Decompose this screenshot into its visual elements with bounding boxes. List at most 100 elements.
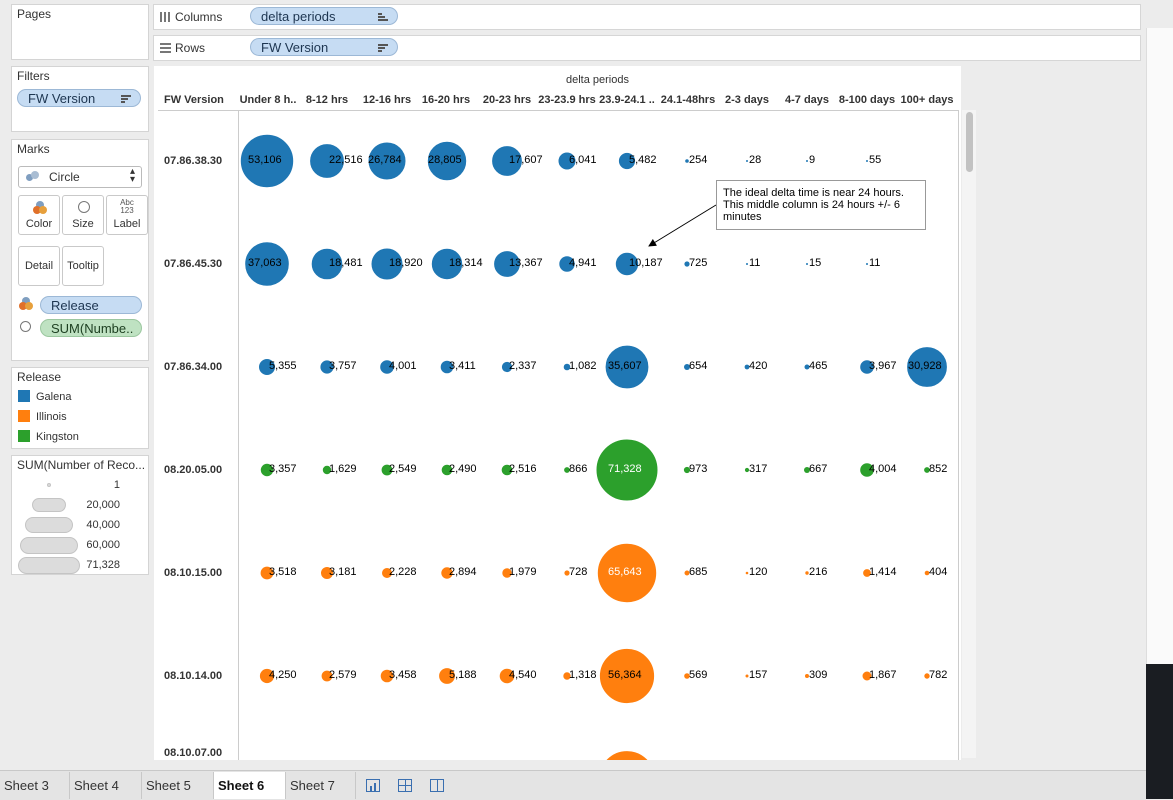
- marks-title: Marks: [17, 142, 50, 156]
- data-label: 1,318: [569, 669, 597, 681]
- column-header[interactable]: 8-12 hrs: [305, 94, 349, 106]
- sheet-tab[interactable]: Sheet 4: [70, 772, 142, 799]
- plot-right-border: [958, 110, 959, 760]
- sheet-tab[interactable]: Sheet 7: [286, 772, 356, 799]
- filter-pill-label: FW Version: [28, 91, 96, 106]
- data-label: 973: [689, 463, 708, 475]
- row-header[interactable]: 08.20.05.00: [164, 464, 223, 476]
- size-field-pill[interactable]: SUM(Numbe..: [40, 319, 142, 337]
- size-button[interactable]: Size: [62, 195, 104, 235]
- filters-card[interactable]: Filters FW Version: [11, 66, 149, 132]
- tab-bar: [0, 770, 1146, 800]
- column-header[interactable]: Under 8 h..: [239, 94, 297, 106]
- color-button[interactable]: Color: [18, 195, 60, 235]
- marks-card[interactable]: Marks Circle ▴ ▾ Color Size Abc 123 Label…: [11, 139, 149, 361]
- detail-button[interactable]: Detail: [18, 246, 60, 286]
- data-label: 216: [809, 566, 828, 578]
- row-header[interactable]: 08.10.14.00: [164, 670, 223, 682]
- mark-type-dropdown[interactable]: Circle ▴ ▾: [18, 166, 142, 188]
- data-label: 4,250: [269, 669, 297, 681]
- release-legend[interactable]: Release Galena Illinois Kingston: [11, 367, 149, 449]
- row-header[interactable]: 08.10.07.00: [164, 747, 223, 759]
- sheet-tab[interactable]: Sheet 6: [214, 772, 286, 799]
- columns-shelf[interactable]: Columns delta periods: [153, 4, 1141, 30]
- row-header[interactable]: 08.10.15.00: [164, 567, 223, 579]
- data-label: 5,355: [269, 360, 297, 372]
- row-header[interactable]: 07.86.34.00: [164, 361, 223, 373]
- vertical-scrollbar[interactable]: [962, 110, 976, 758]
- color-field-pill[interactable]: Release: [40, 296, 142, 314]
- columns-pill-label: delta periods: [261, 9, 336, 24]
- mark-type-label: Circle: [49, 170, 80, 184]
- column-header[interactable]: 8-100 days: [838, 94, 896, 106]
- data-label: 11: [749, 257, 761, 269]
- color-field-label: Release: [51, 298, 99, 313]
- column-header[interactable]: 20-23 hrs: [482, 94, 532, 106]
- rows-pill-fw-version[interactable]: FW Version: [250, 38, 398, 56]
- size-legend-label: 71,328: [86, 559, 120, 571]
- sheet-tab[interactable]: Sheet 5: [142, 772, 214, 799]
- data-label: 55: [869, 154, 882, 166]
- new-dashboard-icon[interactable]: [398, 779, 412, 792]
- pages-title: Pages: [17, 7, 52, 21]
- row-header[interactable]: 07.86.38.30: [164, 155, 223, 167]
- legend-swatch: [18, 390, 30, 402]
- sheet-tab[interactable]: Sheet 3: [0, 772, 70, 799]
- column-header[interactable]: 12-16 hrs: [362, 94, 412, 106]
- size-legend-shape: [47, 483, 51, 487]
- size-legend-label: 60,000: [86, 539, 120, 551]
- label-button[interactable]: Abc 123 Label: [106, 195, 148, 235]
- data-label: 2,579: [329, 669, 357, 681]
- data-label: 667: [809, 463, 828, 475]
- legend-item[interactable]: Illinois: [18, 410, 67, 423]
- data-label: 120: [749, 566, 768, 578]
- pages-card[interactable]: Pages: [11, 4, 149, 60]
- rows-shelf[interactable]: Rows FW Version: [153, 35, 1141, 61]
- row-header-title: FW Version: [164, 94, 224, 106]
- data-label: 728: [569, 566, 588, 578]
- filter-pill-fw-version[interactable]: FW Version: [17, 89, 141, 107]
- columns-label-text: Columns: [175, 10, 223, 24]
- annotation-box[interactable]: The ideal delta time is near 24 hours. T…: [716, 180, 926, 230]
- data-label: 3,518: [269, 566, 297, 578]
- size-legend-shape: [32, 498, 66, 512]
- size-field-label: SUM(Numbe..: [51, 321, 134, 336]
- column-header[interactable]: 100+ days: [900, 94, 954, 106]
- new-worksheet-icon[interactable]: [366, 779, 380, 792]
- viz-area[interactable]: [154, 66, 961, 760]
- color-field-icon: [19, 297, 33, 311]
- columns-pill-delta-periods[interactable]: delta periods: [250, 7, 398, 25]
- column-header[interactable]: 2-3 days: [724, 94, 770, 106]
- column-header[interactable]: 23.9-24.1 ..: [599, 94, 655, 106]
- data-label: 404: [929, 566, 948, 578]
- data-label: 26,784: [368, 154, 402, 166]
- legend-item[interactable]: Kingston: [18, 430, 79, 443]
- column-header[interactable]: 16-20 hrs: [421, 94, 471, 106]
- rows-shelf-label: Rows: [160, 41, 205, 55]
- data-label: 569: [689, 669, 708, 681]
- scrollbar-thumb[interactable]: [966, 112, 973, 172]
- column-header[interactable]: 24.1-48hrs: [660, 94, 716, 106]
- data-label: 1,867: [869, 669, 897, 681]
- data-label: 15: [809, 257, 822, 269]
- data-label: 28,805: [428, 154, 462, 166]
- data-label: 309: [809, 669, 828, 681]
- column-header[interactable]: 23-23.9 hrs: [538, 94, 596, 106]
- new-story-icon[interactable]: [430, 779, 444, 792]
- tooltip-button-label: Tooltip: [67, 260, 99, 272]
- data-label: 1,979: [509, 566, 537, 578]
- tooltip-button[interactable]: Tooltip: [62, 246, 104, 286]
- size-legend[interactable]: SUM(Number of Reco... 1 20,000 40,000 60,00…: [11, 455, 149, 575]
- window-edge: [1146, 28, 1173, 664]
- row-header[interactable]: 07.86.45.30: [164, 258, 223, 270]
- data-label: 37,063: [248, 257, 282, 269]
- data-label: 2,894: [449, 566, 477, 578]
- updown-icon: ▴ ▾: [129, 166, 135, 185]
- color-icon: [33, 201, 47, 215]
- data-label: 28: [749, 154, 762, 166]
- legend-item[interactable]: Galena: [18, 390, 71, 403]
- label-button-label: Label: [113, 218, 141, 230]
- data-label: 1,629: [329, 463, 357, 475]
- data-label: 18,481: [329, 257, 363, 269]
- column-header[interactable]: 4-7 days: [784, 94, 830, 106]
